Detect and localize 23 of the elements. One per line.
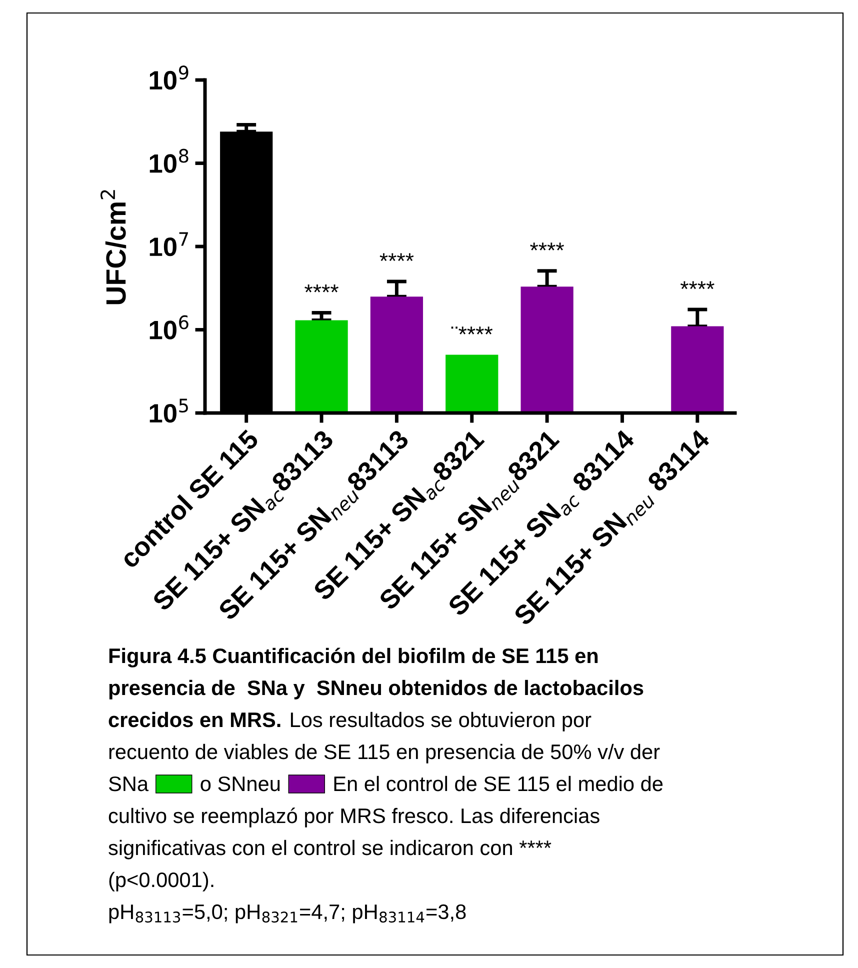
y-tick-label: 10$^{9}$ [150,66,188,90]
text: cultivo se reemplazó por MRS fresco. Las diferencias [108,808,600,828]
y-tick-label: 10$^{6}$ [150,315,188,340]
data-label: **** [304,284,338,292]
text: significativas con el control se indicaron con **** [108,840,552,860]
y-axis-title: UFC/cm$^{2}$ [100,190,126,304]
text: recuento de viables de SE 115 en presencia de 50% v/v der [109,744,660,764]
data-label: ¨**** [451,326,493,334]
y-tick-label: 10$^{5}$ [150,398,188,423]
text: SNa [108,776,149,792]
text: En el control de SE 115 el medio de [334,776,663,792]
text: crecidos en MRS. [108,712,280,728]
text: pH$_{83113}$=5,0; pH$_{8321}$=4,7; pH$_{83114}$=3,8 [109,904,466,924]
text: (p<0.0001). [109,872,214,892]
data-label: **** [380,253,414,262]
text: Figura 4.5 Cuantificación del biofilm de SE 115 en [109,648,598,668]
y-tick-label: 10$^{8}$ [150,148,188,173]
data-label: **** [530,242,564,250]
text: Los resultados se obtuvieron por [290,712,592,732]
text: presencia de SNa y SNneu obtenidos de lactobacilos [109,680,644,700]
text: o SNneu [200,776,280,792]
y-tick-label: 10$^{7}$ [150,232,188,256]
data-label: **** [680,281,714,290]
